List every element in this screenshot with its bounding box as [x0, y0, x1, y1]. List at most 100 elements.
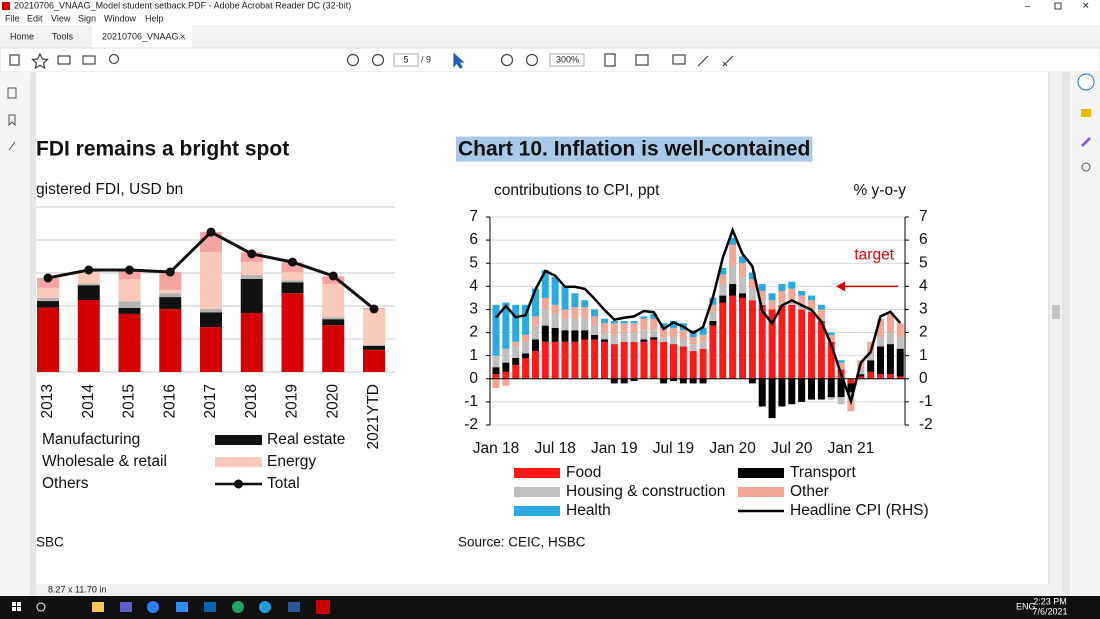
bar-segment: [620, 332, 628, 342]
save-icon[interactable]: [9, 54, 20, 66]
comment-tool[interactable]: [1081, 109, 1091, 117]
bar-segment: [363, 308, 385, 345]
outlook[interactable]: [204, 602, 216, 612]
edge[interactable]: [232, 601, 244, 613]
bar-segment: [857, 374, 865, 377]
legend-swatch: [215, 457, 262, 467]
tab[interactable]: 20210706_VNAAG...: [102, 31, 186, 41]
next-page[interactable]: [371, 53, 385, 67]
bar-segment: [620, 341, 628, 379]
bar-segment: [847, 383, 855, 393]
bar-segment: [118, 313, 141, 372]
clock-date[interactable]: 7/6/2021: [1032, 606, 1067, 616]
pages-icon[interactable]: [7, 87, 17, 99]
bookmark-icon[interactable]: [31, 52, 49, 70]
fill-sign[interactable]: [1081, 137, 1091, 147]
bar-segment: [669, 327, 677, 338]
bar-segment: [837, 362, 845, 370]
bar-segment: [630, 323, 638, 333]
page-box[interactable]: [393, 53, 419, 67]
bar-segment: [640, 339, 648, 342]
attachments-icon[interactable]: [8, 141, 16, 151]
fit-icon[interactable]: [604, 53, 616, 67]
close[interactable]: ✕: [1082, 0, 1090, 10]
menu-item[interactable]: Help: [145, 13, 164, 23]
tab[interactable]: Tools: [52, 31, 74, 41]
zoom-app[interactable]: [176, 602, 188, 612]
bar-segment: [877, 337, 885, 347]
bar-segment: [630, 341, 638, 379]
bar-segment: [77, 285, 100, 301]
menu-item[interactable]: Sign: [78, 13, 96, 23]
scrollbar[interactable]: [1050, 72, 1062, 584]
bar-segment: [502, 302, 510, 349]
bar-segment: [630, 378, 638, 382]
scroll-icon[interactable]: [635, 54, 649, 66]
bar-segment: [788, 288, 796, 301]
menu-item[interactable]: View: [51, 13, 71, 23]
zoom-level[interactable]: 300%: [556, 54, 579, 64]
bar-segment: [788, 281, 796, 289]
select-tool[interactable]: [453, 52, 465, 69]
word[interactable]: [288, 602, 300, 612]
comment-icon[interactable]: [672, 54, 686, 65]
zoom-in[interactable]: [525, 53, 539, 67]
bar-segment: [798, 309, 806, 379]
bookmarks-icon[interactable]: [8, 114, 16, 127]
bar-segment: [679, 346, 687, 379]
tab-close[interactable]: ×: [180, 31, 185, 41]
maximize[interactable]: [1054, 2, 1062, 10]
x-tick-label: 2013: [39, 384, 56, 418]
bar-segment: [768, 293, 776, 301]
acrobat[interactable]: [316, 600, 330, 614]
bar-segment: [159, 289, 182, 294]
bar-segment: [857, 369, 865, 375]
print-icon[interactable]: [57, 55, 71, 65]
language[interactable]: ENG: [1016, 601, 1036, 611]
doc-tab[interactable]: [92, 25, 192, 48]
bar-segment: [758, 304, 766, 379]
zoom-box[interactable]: [549, 53, 585, 67]
bar-segment: [896, 323, 904, 338]
clock-time[interactable]: 2:23 PM: [1033, 596, 1067, 606]
bar-segment: [847, 378, 855, 384]
sign-icon[interactable]: [722, 55, 734, 67]
menu-item[interactable]: Window: [104, 13, 137, 23]
more-tools[interactable]: [1081, 162, 1091, 172]
ie[interactable]: [259, 601, 271, 613]
pen-icon[interactable]: [697, 55, 709, 67]
share-icon[interactable]: [1077, 73, 1095, 91]
skype[interactable]: [147, 601, 159, 613]
bar-segment: [281, 272, 304, 281]
page-number[interactable]: 5: [403, 54, 408, 64]
prev-page[interactable]: [346, 53, 360, 67]
menu-item[interactable]: Edit: [27, 13, 43, 23]
bar-segment: [551, 277, 559, 305]
legend-point: [234, 479, 243, 489]
scroll-thumb[interactable]: [1052, 305, 1060, 319]
explorer[interactable]: [92, 602, 104, 612]
target-arrowhead: [836, 281, 845, 292]
bar-segment: [200, 308, 222, 313]
bar-segment: [748, 288, 756, 301]
bar-segment: [886, 344, 894, 375]
bar-segment: [886, 374, 894, 379]
tab[interactable]: Home: [10, 31, 34, 41]
bar-segment: [857, 376, 865, 379]
menu-item[interactable]: File: [5, 13, 20, 23]
zoom-out[interactable]: [500, 53, 514, 67]
start-button[interactable]: [12, 602, 16, 606]
search-button[interactable]: [36, 602, 46, 612]
bar-segment: [650, 330, 658, 338]
bar-segment: [502, 378, 510, 386]
minimize[interactable]: –: [1025, 0, 1030, 10]
search-icon[interactable]: [108, 53, 120, 65]
mail-icon[interactable]: [82, 55, 96, 65]
bar-segment: [729, 237, 737, 245]
x-tick-label: 2017: [202, 384, 219, 418]
bar-segment: [896, 348, 904, 377]
legend-swatch: [738, 468, 784, 478]
bar-segment: [159, 271, 182, 290]
teams[interactable]: [120, 602, 132, 612]
line-point: [165, 267, 175, 277]
